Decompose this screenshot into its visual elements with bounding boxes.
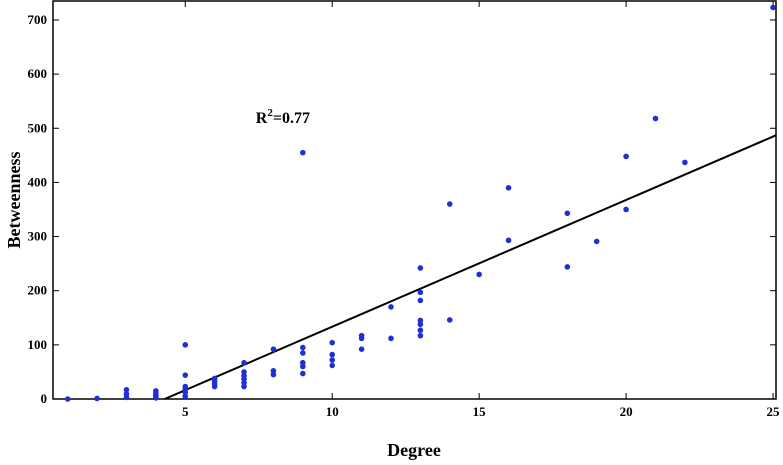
data-point	[182, 342, 189, 348]
data-point	[682, 159, 688, 166]
x-axis-title: Degree	[387, 440, 441, 460]
data-point	[182, 372, 189, 378]
data-point	[476, 271, 482, 278]
x-tick-label: 20	[620, 404, 633, 419]
data-point	[270, 368, 277, 374]
data-point	[564, 210, 571, 217]
data-point	[329, 362, 336, 369]
data-point	[329, 357, 336, 363]
x-tick-label: 5	[182, 404, 189, 419]
data-point	[388, 304, 394, 310]
r-squared-base: R	[256, 110, 268, 127]
y-tick-label: 400	[28, 174, 48, 189]
data-point	[270, 346, 277, 352]
y-tick-label: 500	[28, 120, 48, 135]
y-tick-label: 0	[41, 391, 48, 406]
data-point	[417, 297, 424, 304]
data-point	[505, 185, 512, 191]
y-tick-label: 700	[28, 12, 48, 27]
data-points	[64, 4, 776, 402]
data-point	[417, 289, 424, 296]
data-point	[211, 375, 218, 382]
x-tick-label: 25	[767, 404, 781, 419]
data-point	[388, 335, 394, 342]
data-point	[770, 4, 776, 11]
r-squared-superscript: 2	[267, 107, 273, 119]
data-point	[300, 370, 306, 377]
y-tick-label: 200	[28, 283, 48, 298]
data-point	[94, 395, 100, 402]
y-tick-label: 100	[28, 337, 48, 352]
data-point	[446, 317, 453, 323]
data-point	[241, 369, 247, 375]
data-point	[358, 346, 365, 352]
data-point	[623, 153, 629, 160]
y-axis-title: Betweenness	[4, 152, 24, 249]
data-point	[300, 350, 306, 356]
data-point	[241, 359, 247, 366]
data-point	[300, 344, 306, 351]
data-point	[329, 339, 336, 346]
data-point	[652, 115, 659, 122]
data-point	[446, 201, 453, 207]
data-point	[64, 396, 71, 402]
x-tick-label: 10	[326, 404, 339, 419]
r-squared-value: =0.77	[273, 110, 310, 127]
data-point	[123, 386, 130, 393]
data-point	[417, 332, 424, 339]
data-point	[417, 317, 424, 324]
x-axis-ticks: 5 10 15 20 25	[182, 1, 780, 419]
plot-frame	[52, 0, 777, 400]
data-point	[123, 391, 130, 397]
data-point	[593, 238, 600, 245]
data-point	[623, 206, 629, 213]
x-tick-label: 15	[473, 404, 487, 419]
y-axis-ticks: 0 100 200 300 400 500 600 700	[28, 12, 776, 406]
y-tick-label: 300	[28, 229, 48, 244]
data-point	[300, 359, 306, 366]
data-point	[417, 327, 424, 334]
regression-line	[164, 134, 777, 400]
data-point	[300, 149, 306, 156]
y-tick-label: 600	[28, 66, 48, 81]
data-point	[182, 383, 189, 390]
data-point	[505, 237, 512, 244]
data-point	[329, 351, 336, 358]
r-squared-annotation: R2=0.77	[256, 107, 310, 127]
data-point	[358, 332, 365, 339]
data-point	[417, 265, 424, 271]
data-point	[564, 264, 571, 270]
data-point	[153, 388, 159, 394]
